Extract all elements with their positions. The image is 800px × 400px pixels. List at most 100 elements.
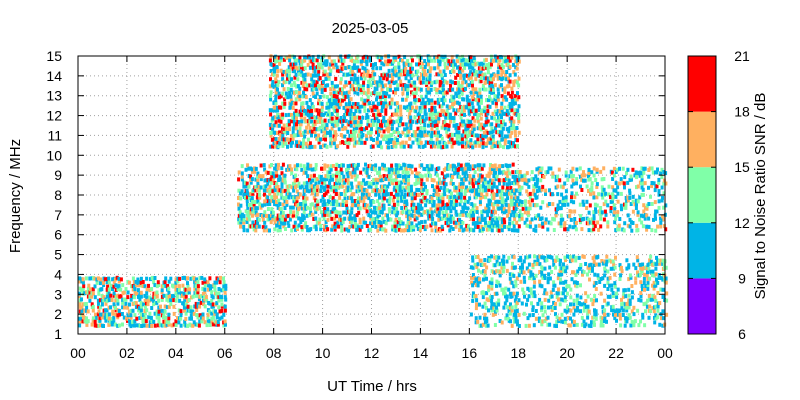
data-point bbox=[237, 220, 241, 225]
data-point bbox=[452, 95, 456, 100]
data-point bbox=[578, 202, 582, 207]
data-point bbox=[304, 221, 308, 226]
data-point bbox=[281, 210, 285, 215]
data-point bbox=[269, 177, 273, 182]
data-point bbox=[274, 140, 278, 144]
data-point bbox=[660, 175, 664, 180]
data-point bbox=[433, 130, 437, 135]
data-point bbox=[100, 315, 104, 320]
data-point bbox=[438, 140, 442, 145]
data-point bbox=[454, 100, 458, 105]
data-point bbox=[492, 184, 496, 189]
data-point bbox=[381, 227, 385, 232]
data-point bbox=[80, 309, 84, 314]
data-point bbox=[593, 202, 597, 207]
data-point bbox=[131, 320, 135, 325]
data-point bbox=[338, 181, 342, 186]
data-point bbox=[652, 217, 655, 222]
data-point bbox=[345, 206, 349, 211]
data-point bbox=[335, 214, 338, 219]
data-point bbox=[224, 283, 228, 288]
data-point bbox=[616, 210, 620, 215]
data-point bbox=[513, 217, 517, 222]
data-point bbox=[103, 315, 107, 320]
data-point bbox=[401, 130, 405, 135]
data-point bbox=[430, 178, 434, 182]
data-point bbox=[490, 79, 494, 84]
data-point bbox=[287, 223, 291, 228]
data-point bbox=[500, 72, 504, 77]
data-point bbox=[495, 223, 499, 228]
data-point bbox=[116, 287, 120, 292]
data-point bbox=[520, 185, 524, 190]
data-point bbox=[469, 141, 473, 146]
data-point bbox=[484, 57, 488, 62]
data-point bbox=[302, 181, 306, 186]
data-point bbox=[488, 65, 492, 70]
data-point bbox=[349, 72, 353, 77]
data-point bbox=[647, 185, 650, 190]
data-point bbox=[114, 288, 118, 292]
data-point bbox=[273, 198, 276, 203]
data-point bbox=[317, 115, 321, 120]
data-point bbox=[378, 213, 381, 218]
data-point bbox=[633, 173, 637, 178]
data-point bbox=[348, 72, 352, 77]
data-point bbox=[329, 91, 333, 96]
data-point bbox=[371, 224, 374, 228]
data-point bbox=[387, 140, 390, 145]
data-point bbox=[310, 129, 314, 134]
data-point bbox=[624, 205, 628, 210]
data-point bbox=[515, 66, 519, 71]
data-point bbox=[258, 174, 261, 179]
data-point bbox=[436, 196, 439, 201]
data-point bbox=[139, 308, 143, 313]
data-point bbox=[539, 178, 543, 183]
data-point bbox=[360, 97, 364, 102]
data-point bbox=[529, 287, 533, 292]
data-point bbox=[478, 98, 482, 103]
data-point bbox=[464, 127, 468, 132]
data-point bbox=[551, 305, 555, 310]
data-point bbox=[336, 220, 340, 225]
data-point bbox=[362, 220, 366, 225]
data-point bbox=[487, 187, 491, 192]
data-point bbox=[163, 280, 167, 284]
data-point bbox=[517, 258, 521, 263]
data-point bbox=[328, 72, 332, 77]
data-point bbox=[525, 266, 529, 271]
data-point bbox=[299, 73, 303, 77]
data-point bbox=[538, 262, 542, 267]
data-point bbox=[199, 315, 203, 320]
data-point bbox=[476, 220, 480, 225]
data-point bbox=[354, 102, 358, 106]
data-point bbox=[333, 199, 336, 204]
data-point bbox=[178, 276, 182, 281]
data-point bbox=[345, 170, 349, 175]
data-point bbox=[510, 265, 514, 270]
data-point bbox=[440, 171, 444, 176]
data-point bbox=[345, 227, 349, 232]
data-point bbox=[517, 298, 521, 303]
data-point bbox=[386, 213, 389, 218]
data-point bbox=[288, 192, 292, 197]
data-point bbox=[408, 166, 412, 171]
data-point bbox=[446, 163, 450, 167]
data-point bbox=[345, 210, 348, 215]
data-point bbox=[305, 225, 309, 229]
data-point bbox=[482, 109, 486, 114]
data-point bbox=[453, 199, 457, 204]
data-point bbox=[651, 170, 655, 175]
data-point bbox=[587, 221, 591, 226]
data-point bbox=[558, 199, 562, 204]
data-point bbox=[174, 298, 178, 303]
data-point bbox=[420, 191, 424, 196]
data-point bbox=[437, 192, 441, 197]
data-point bbox=[176, 276, 180, 281]
data-point bbox=[99, 277, 103, 282]
data-point bbox=[303, 66, 307, 71]
data-point bbox=[471, 105, 475, 110]
data-point bbox=[473, 164, 477, 169]
data-point bbox=[344, 102, 348, 107]
data-point bbox=[306, 72, 310, 77]
